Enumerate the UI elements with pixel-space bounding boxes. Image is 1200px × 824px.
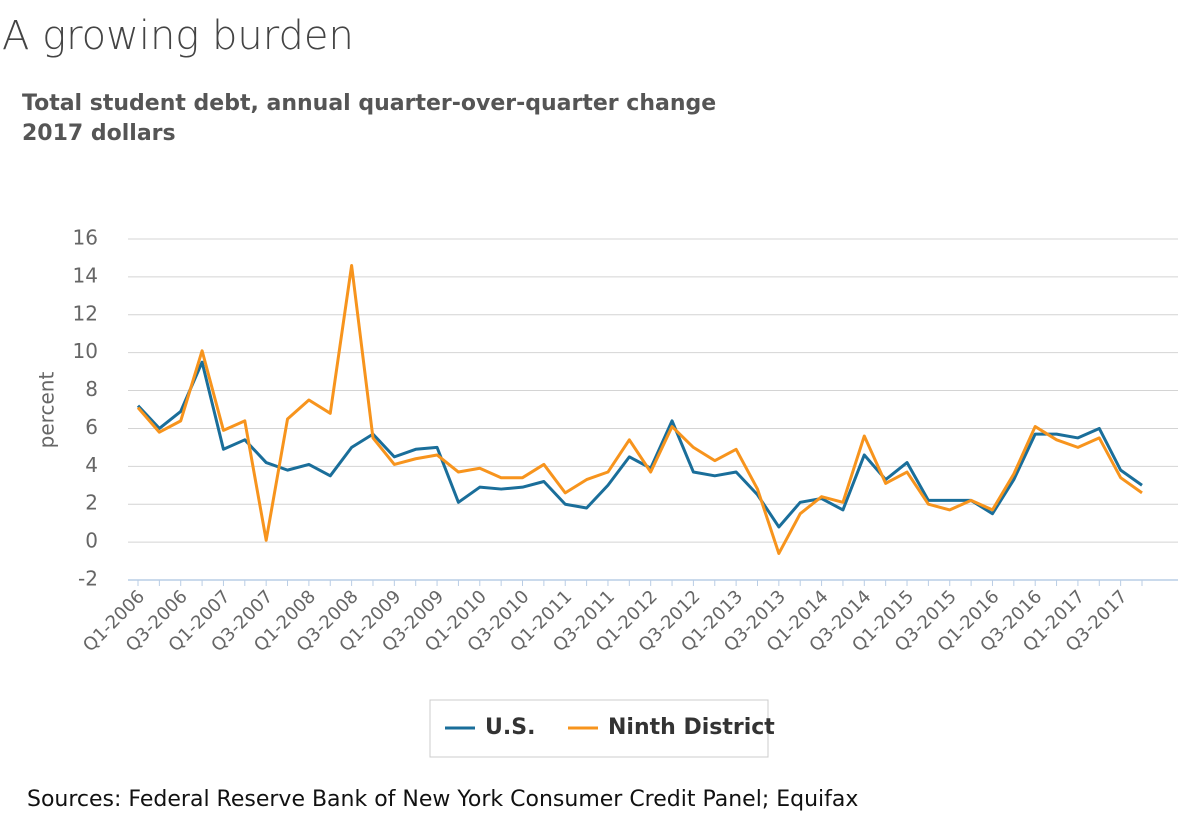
y-tick-label: 0	[85, 529, 98, 553]
y-tick-label: 4	[85, 453, 98, 477]
y-tick-label: 6	[85, 415, 98, 439]
chart-subtitle: 2017 dollars	[22, 121, 176, 146]
legend-label: U.S.	[485, 715, 535, 740]
chart-subtitle: Total student debt, annual quarter-over-…	[22, 91, 716, 116]
y-tick-label: 12	[73, 301, 98, 325]
legend-box	[429, 699, 769, 758]
y-tick-label: 2	[85, 491, 98, 515]
source-note: Sources: Federal Reserve Bank of New Yor…	[27, 787, 858, 812]
y-axis-label: percent	[35, 372, 59, 449]
series-line	[136, 264, 1143, 555]
y-tick-label: -2	[78, 567, 98, 591]
y-tick-label: 10	[73, 339, 98, 363]
series-line	[136, 360, 1143, 529]
y-tick-label: 14	[73, 263, 98, 287]
y-tick-label: 16	[73, 226, 98, 250]
y-tick-label: 8	[85, 377, 98, 401]
legend-label: Ninth District	[608, 715, 775, 740]
chart-title: A growing burden	[2, 13, 354, 59]
